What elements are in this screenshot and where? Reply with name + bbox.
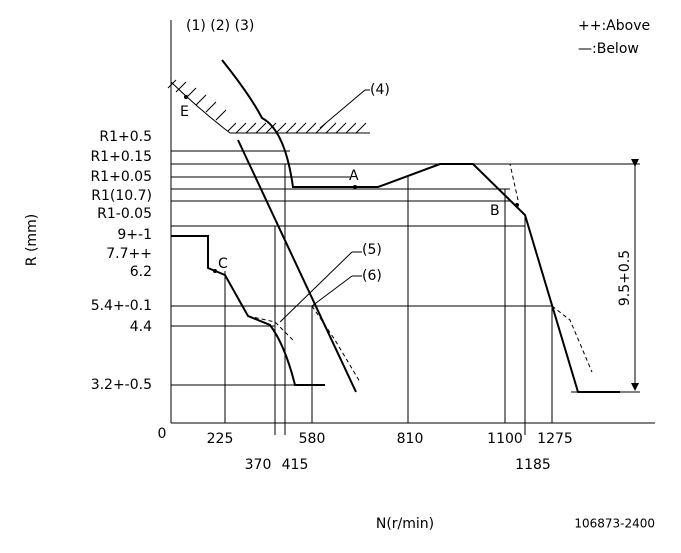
curve-ids: (1) (2) (3)	[186, 18, 254, 34]
legend-below: —:Below	[578, 41, 639, 57]
y-label: 4.4	[130, 319, 152, 335]
x-label: 1275	[537, 431, 573, 447]
drawing-code: 106873-2400	[574, 517, 655, 531]
y-label: 6.2	[130, 264, 152, 280]
y-label: R1-0.05	[97, 206, 152, 222]
x-axis-title: N(r/min)	[376, 516, 434, 532]
y-label: 7.7++	[106, 246, 152, 262]
callout: (5)	[362, 242, 382, 258]
y-label: R1(10.7)	[91, 188, 152, 204]
dimension-label: 9.5+0.5	[617, 250, 633, 306]
y-label: R1+0.5	[99, 129, 152, 145]
y-label: R1+0.05	[90, 169, 152, 185]
y-label: 9+-1	[117, 227, 152, 243]
x-label: 1100	[487, 431, 523, 447]
axes	[170, 20, 655, 424]
reference-lines	[171, 150, 640, 435]
callout: (6)	[362, 268, 382, 284]
x-label: 415	[282, 457, 309, 473]
x-label: 0	[158, 426, 167, 442]
x-label: 810	[397, 431, 424, 447]
x-label: 370	[245, 457, 272, 473]
x-label: 225	[207, 431, 234, 447]
point-label: A	[349, 168, 359, 184]
y-labels: R1+0.5 R1+0.15 R1+0.05 R1(10.7) R1-0.05 …	[90, 129, 152, 393]
curves	[167, 59, 620, 393]
point-label: C	[218, 256, 228, 272]
y-label: 5.4+-0.1	[91, 298, 152, 314]
y-label: 3.2+-0.5	[91, 377, 152, 393]
x-label: 580	[299, 431, 326, 447]
legend-above: ++:Above	[578, 18, 650, 34]
x-label: 1185	[515, 457, 551, 473]
point-label: E	[180, 104, 189, 120]
callout: (4)	[370, 82, 390, 98]
point-label: B	[490, 203, 500, 219]
y-label: R1+0.15	[90, 149, 152, 165]
y-axis-title: R (mm)	[24, 214, 40, 266]
